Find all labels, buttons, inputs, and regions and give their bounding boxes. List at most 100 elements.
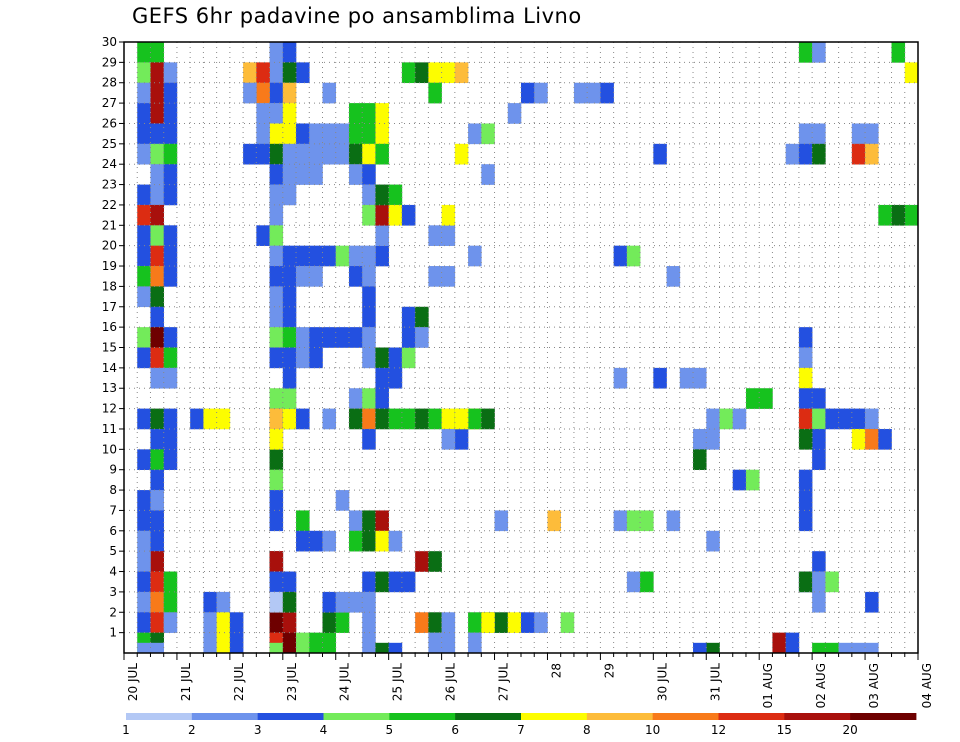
heatmap-cell: [362, 409, 376, 430]
x-tick-label: 22 JUL: [232, 663, 246, 701]
heatmap-cell: [428, 612, 442, 633]
heatmap-cell: [362, 531, 376, 552]
heatmap-cell: [653, 368, 667, 389]
heatmap-cell: [270, 144, 284, 165]
heatmap-cell: [323, 327, 337, 348]
heatmap-cell: [137, 643, 151, 653]
colorbar-label: 3: [254, 723, 262, 737]
heatmap-cell: [150, 42, 164, 63]
heatmap-cell: [905, 62, 919, 83]
heatmap-cell: [150, 510, 164, 531]
heatmap-cell: [137, 225, 151, 246]
heatmap-cell: [336, 612, 350, 633]
heatmap-cell: [256, 144, 270, 165]
heatmap-cell: [720, 409, 734, 430]
y-tick-label: 12: [102, 402, 117, 416]
heatmap-cell: [270, 612, 284, 633]
heatmap-cell: [283, 246, 297, 267]
heatmap-cell: [415, 551, 429, 572]
colorbar-swatch: [521, 713, 587, 720]
heatmap-cell: [362, 612, 376, 633]
heatmap-cell: [481, 612, 495, 633]
heatmap-cell: [283, 348, 297, 369]
heatmap-cell: [164, 266, 178, 287]
heatmap-cell: [164, 144, 178, 165]
heatmap-cell: [150, 643, 164, 653]
x-tick-label: 25 JUL: [391, 663, 405, 701]
heatmap-cell: [336, 327, 350, 348]
heatmap-cell: [362, 205, 376, 226]
heatmap-cell: [362, 633, 376, 654]
heatmap-cell: [296, 164, 310, 185]
heatmap-cell: [283, 327, 297, 348]
y-tick-label: 7: [109, 503, 117, 517]
heatmap-cell: [270, 429, 284, 450]
heatmap-cell: [164, 348, 178, 369]
heatmap-cell: [402, 307, 416, 328]
heatmap-cell: [243, 83, 257, 104]
heatmap-cell: [137, 62, 151, 83]
heatmap-cell: [203, 633, 217, 654]
heatmap-cell: [402, 205, 416, 226]
y-tick-label: 21: [102, 218, 117, 232]
y-tick-label: 15: [102, 341, 117, 355]
heatmap-cell: [812, 643, 826, 653]
heatmap-cell: [706, 429, 720, 450]
heatmap-cell: [270, 327, 284, 348]
heatmap-cell: [164, 103, 178, 124]
heatmap-cell: [799, 123, 813, 144]
heatmap-cell: [561, 612, 575, 633]
y-tick-label: 17: [102, 300, 117, 314]
heatmap-cell: [283, 185, 297, 206]
heatmap-cell: [164, 572, 178, 593]
heatmap-cell: [667, 510, 681, 531]
x-tick-label: 31 JUL: [708, 663, 722, 701]
heatmap-cell: [296, 123, 310, 144]
heatmap-cell: [283, 123, 297, 144]
heatmap-cell: [468, 612, 482, 633]
y-tick-label: 4: [109, 565, 117, 579]
heatmap-cell: [362, 286, 376, 307]
heatmap-cell: [150, 83, 164, 104]
heatmap-cell: [270, 103, 284, 124]
x-tick-label: 01 AUG: [761, 663, 775, 708]
heatmap-cell: [852, 123, 866, 144]
heatmap-cell: [349, 103, 363, 124]
colorbar-label: 2: [188, 723, 196, 737]
heatmap-cell: [375, 643, 389, 653]
heatmap-cell: [799, 327, 813, 348]
heatmap-cell: [270, 225, 284, 246]
heatmap-cell: [799, 572, 813, 593]
heatmap-cell: [283, 368, 297, 389]
colorbar-swatch: [455, 713, 521, 720]
heatmap-cell: [150, 103, 164, 124]
heatmap-cell: [799, 388, 813, 409]
heatmap-cell: [375, 409, 389, 430]
heatmap-cell: [150, 205, 164, 226]
heatmap-cell: [217, 612, 231, 633]
y-tick-label: 14: [102, 361, 117, 375]
y-tick-label: 1: [109, 626, 117, 640]
heatmap-cell: [137, 510, 151, 531]
heatmap-cell: [203, 592, 217, 613]
heatmap-cell: [164, 164, 178, 185]
heatmap-cell: [428, 225, 442, 246]
heatmap-cell: [137, 42, 151, 63]
heatmap-cell: [812, 429, 826, 450]
heatmap-cell: [825, 572, 839, 593]
heatmap-cell: [442, 612, 456, 633]
heatmap-cell: [270, 83, 284, 104]
heatmap-cell: [349, 510, 363, 531]
heatmap-cell: [892, 205, 906, 226]
heatmap-cell: [243, 144, 257, 165]
colorbar-label: 4: [320, 723, 328, 737]
heatmap-cell: [455, 144, 469, 165]
heatmap-cell: [137, 266, 151, 287]
heatmap-cell: [799, 490, 813, 511]
heatmap-cell: [415, 327, 429, 348]
heatmap-cell: [150, 225, 164, 246]
heatmap-cell: [270, 286, 284, 307]
heatmap-cell: [455, 409, 469, 430]
heatmap-cell: [243, 62, 257, 83]
heatmap-cell: [150, 144, 164, 165]
